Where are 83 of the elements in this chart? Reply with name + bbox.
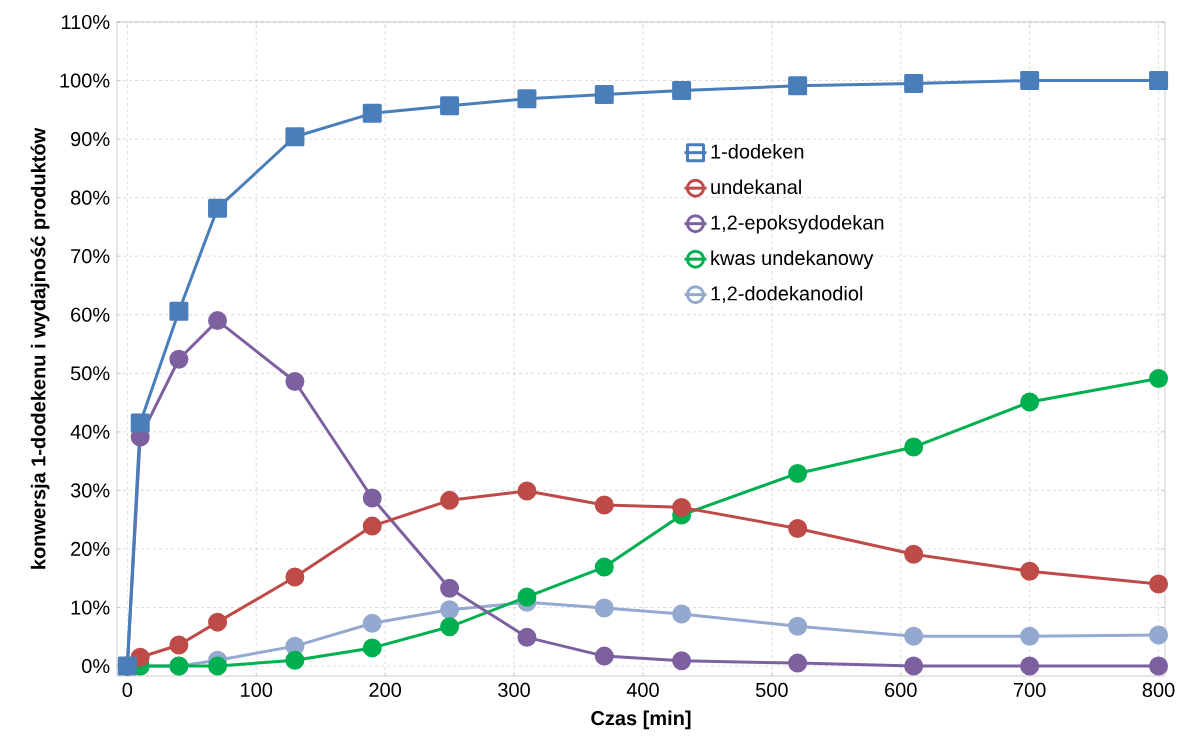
point	[208, 612, 228, 632]
y-axis-title: konwersja 1-dodekenu i wydajność produktów	[30, 127, 50, 569]
point	[517, 587, 537, 607]
point	[285, 650, 305, 670]
point	[362, 516, 382, 536]
point	[169, 635, 189, 655]
x-tick-label: 300	[498, 682, 530, 698]
point	[904, 73, 924, 93]
y-tick-label: 70%	[71, 249, 110, 264]
y-tick-label: 110%	[61, 14, 110, 30]
x-tick-label: 500	[755, 682, 788, 698]
point	[285, 127, 305, 147]
x-tick-label: 400	[626, 682, 659, 698]
y-tick-label: 50%	[70, 366, 110, 381]
point	[594, 85, 614, 105]
point	[1149, 71, 1169, 91]
x-tick-label: 200	[369, 682, 402, 698]
point	[440, 600, 460, 620]
point	[208, 656, 228, 676]
point	[1020, 626, 1040, 646]
x-tick-label: 600	[885, 682, 917, 698]
x-tick-label: 800	[1142, 682, 1175, 698]
point	[1020, 392, 1040, 412]
point	[1149, 574, 1169, 594]
x-tick-label: 100	[241, 682, 273, 698]
x-axis-title: Czas [min]	[591, 710, 691, 730]
point	[594, 495, 614, 515]
point	[788, 463, 808, 483]
y-tick-label: 40%	[70, 424, 110, 439]
point	[517, 481, 537, 501]
point	[788, 616, 808, 636]
point	[1149, 625, 1169, 645]
point	[517, 89, 537, 109]
point	[788, 76, 808, 96]
point	[594, 598, 614, 618]
point	[1020, 71, 1040, 91]
point	[1149, 369, 1169, 389]
point	[1020, 656, 1040, 676]
point	[904, 656, 924, 676]
y-tick-label: 80%	[70, 190, 110, 205]
point	[904, 544, 924, 564]
legend-label: 1,2-dodekanodiol	[711, 285, 863, 303]
point	[362, 488, 382, 508]
point	[788, 518, 808, 538]
legend-label: 1-dodeken	[711, 143, 804, 159]
point	[169, 301, 189, 321]
y-tick-label: 100%	[60, 73, 110, 88]
point	[208, 198, 228, 218]
point	[594, 557, 614, 577]
y-tick-label: 60%	[71, 307, 110, 322]
y-tick-label: 10%	[71, 600, 110, 615]
point	[362, 638, 382, 658]
point	[672, 81, 692, 100]
legend-label: 1,2-epoksydodekan	[711, 214, 884, 234]
point	[440, 490, 460, 510]
point	[169, 349, 189, 369]
y-tick-label: 90%	[71, 132, 110, 147]
point	[788, 653, 808, 673]
x-tick-label: 0	[122, 682, 133, 698]
point	[517, 627, 537, 647]
point	[440, 578, 460, 598]
point	[672, 497, 692, 517]
x-tick-label: 700	[1014, 682, 1046, 698]
point	[672, 651, 692, 671]
point	[904, 626, 924, 646]
point	[1149, 656, 1169, 676]
point	[440, 617, 460, 637]
y-tick-label: 20%	[71, 541, 110, 557]
point	[285, 371, 305, 391]
y-tick-label: 0%	[82, 658, 110, 674]
point	[904, 437, 924, 457]
point	[1020, 561, 1040, 581]
point	[208, 311, 228, 331]
legend-label: kwas undekanowy	[711, 250, 874, 270]
point	[594, 646, 614, 666]
y-tick-label: 30%	[70, 483, 110, 498]
point	[440, 96, 460, 116]
point	[130, 413, 150, 433]
point	[362, 613, 382, 633]
point	[672, 604, 692, 624]
point	[362, 103, 382, 123]
legend-label: undekanal	[711, 179, 801, 195]
point	[285, 567, 305, 587]
